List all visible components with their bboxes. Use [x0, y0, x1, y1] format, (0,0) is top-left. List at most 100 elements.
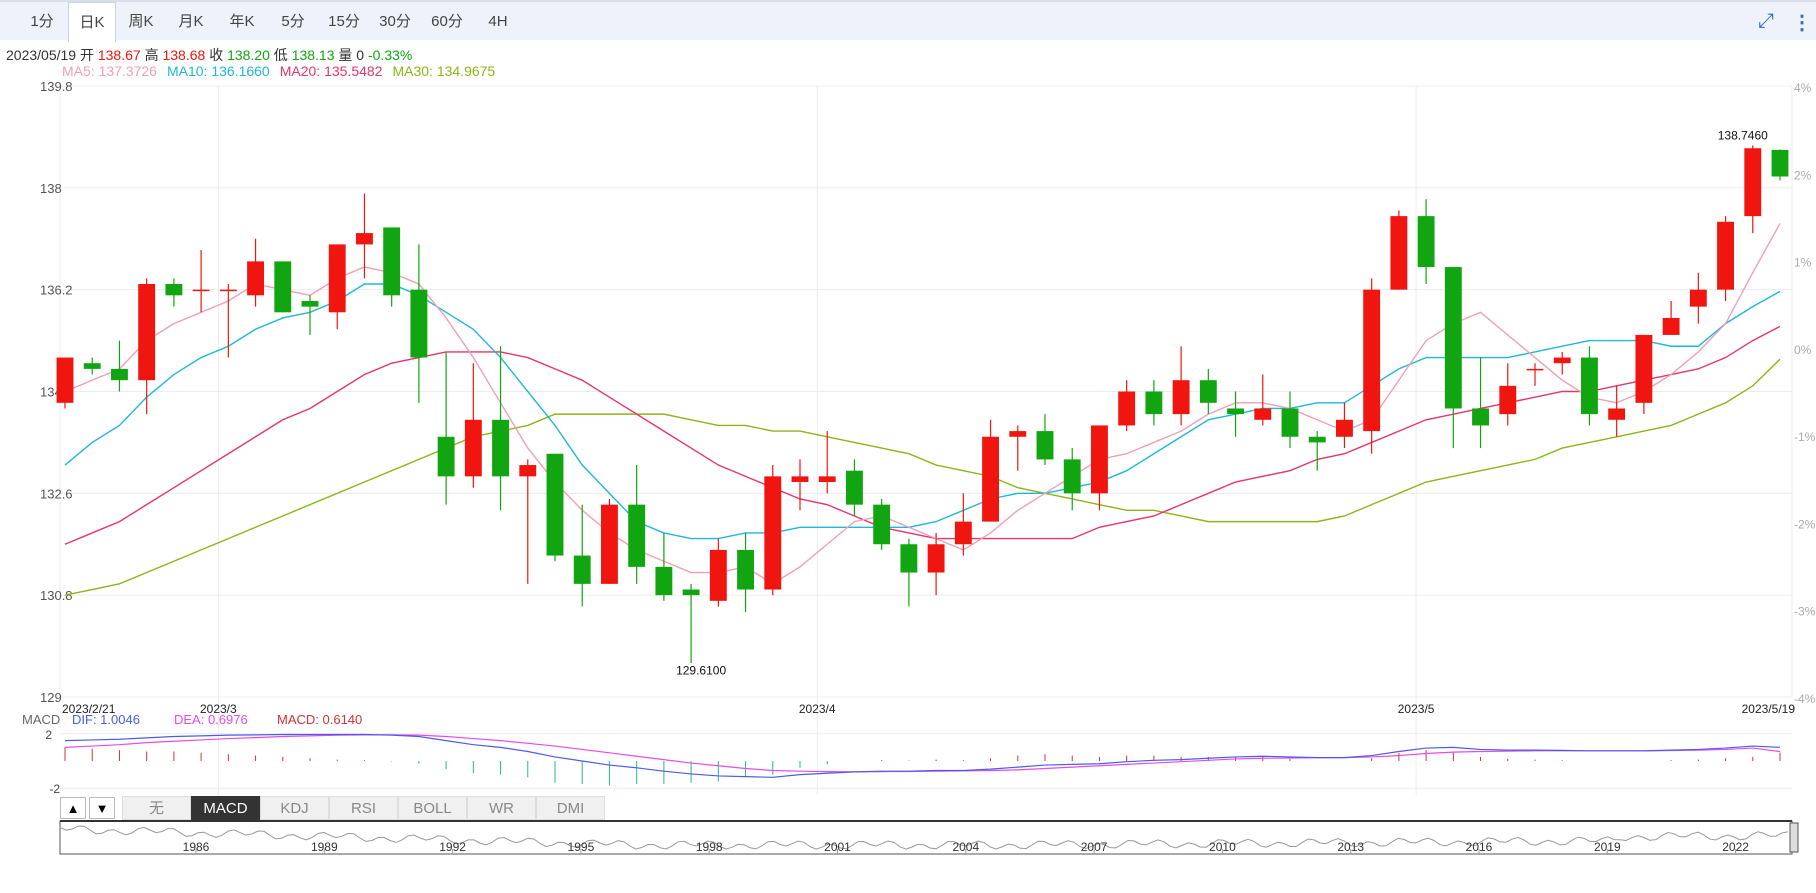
candle-body	[1009, 431, 1027, 437]
candle	[1662, 300, 1680, 335]
period-tab[interactable]: 4H	[488, 13, 508, 30]
candle	[764, 465, 782, 596]
range-year-label: 2016	[1466, 840, 1493, 854]
range-year-label: 2010	[1209, 840, 1236, 854]
candle-body	[301, 300, 319, 307]
candle-body	[1308, 436, 1326, 443]
period-tab[interactable]: 60分	[431, 13, 463, 30]
candle	[1363, 278, 1381, 454]
period-tab[interactable]: 15分	[328, 13, 360, 30]
candle-body	[1472, 408, 1489, 426]
scroll-down-button[interactable]: ▼	[89, 797, 115, 819]
candle-body	[737, 549, 754, 590]
candle	[846, 459, 863, 516]
candle-body	[1199, 380, 1217, 403]
period-tab[interactable]: 月K	[178, 13, 204, 30]
candle	[1118, 380, 1136, 432]
indicator-tab[interactable]: DMI	[536, 796, 605, 820]
candle	[900, 538, 918, 607]
indicator-tab[interactable]: 无	[122, 796, 191, 820]
more-vertical-icon[interactable]: ⋮	[1792, 12, 1812, 34]
range-year-label: 1992	[439, 840, 466, 854]
candle-body	[846, 470, 863, 505]
candle-body	[1444, 267, 1462, 409]
candle	[1635, 334, 1653, 415]
pct-tick-label: -1%	[1794, 430, 1816, 444]
candle	[1608, 385, 1626, 437]
candle-body	[1526, 368, 1544, 371]
range-navigator[interactable]	[59, 820, 1799, 855]
pct-tick-label: -2%	[1794, 517, 1816, 531]
scroll-up-button[interactable]: ▲	[60, 797, 86, 819]
period-tab[interactable]: 年K	[229, 13, 255, 30]
candle	[873, 498, 891, 550]
indicator-tab[interactable]: RSI	[329, 796, 398, 820]
candle	[437, 351, 455, 505]
indicator-tab[interactable]: KDJ	[260, 796, 329, 820]
ma30-line	[64, 358, 1781, 596]
candle-body	[410, 289, 428, 358]
x-tick-label: 2023/3	[200, 702, 237, 716]
high-value: 138.68	[162, 47, 206, 63]
price-tick-label: 129	[40, 690, 62, 705]
candle	[709, 538, 727, 607]
candle	[982, 419, 999, 522]
candle	[628, 465, 646, 584]
candle-body	[1662, 317, 1680, 335]
period-tab[interactable]: 日K	[68, 2, 116, 42]
x-tick-label: 2023/4	[799, 702, 836, 716]
period-tab[interactable]: 1分	[30, 13, 54, 30]
ma10-line	[64, 283, 1781, 540]
macd-legend: MACD: 0.6140	[277, 712, 362, 727]
candle	[1172, 346, 1190, 426]
candle-body	[1608, 408, 1626, 420]
candle	[1199, 368, 1217, 415]
low-annotation: 129.6100	[676, 663, 726, 677]
period-tab[interactable]: 30分	[379, 13, 411, 30]
candle-body	[1091, 425, 1108, 494]
pct-tick-label: 2%	[1794, 168, 1812, 182]
candle	[1581, 346, 1598, 426]
candle-body	[927, 544, 945, 573]
candle-body	[83, 363, 101, 369]
candle-body	[982, 436, 999, 522]
candle	[247, 238, 264, 307]
ma20-line	[64, 325, 1781, 545]
collapse-icon[interactable]: ⤢	[1758, 10, 1774, 32]
open-label: 开	[79, 47, 94, 63]
candle	[1689, 272, 1707, 324]
candle	[1009, 425, 1027, 471]
change-value: -0.33%	[367, 47, 413, 63]
indicator-tab[interactable]: WR	[467, 796, 536, 820]
candle-body	[165, 284, 183, 296]
candle-body	[1390, 216, 1408, 290]
candle-body	[1744, 148, 1762, 217]
range-year-label: 2013	[1337, 840, 1364, 854]
period-tab[interactable]: 周K	[128, 13, 154, 30]
quote-bar: 2023/05/19 开 138.67 高 138.68 收 138.20 低 …	[6, 45, 412, 65]
price-tick-label: 138	[40, 181, 62, 196]
candle-body	[954, 521, 972, 545]
candle-body	[655, 566, 673, 596]
candle	[1390, 210, 1408, 290]
indicator-tab[interactable]: BOLL	[398, 796, 467, 820]
period-tab[interactable]: 5分	[281, 13, 305, 30]
range-year-label: 2004	[952, 840, 979, 854]
range-year-label: 2007	[1081, 840, 1108, 854]
candle-body	[356, 233, 373, 245]
volume-value: 0	[356, 47, 365, 63]
macd-label: MACD	[22, 712, 60, 727]
pct-tick-label: -3%	[1794, 605, 1816, 619]
indicator-tab[interactable]: MACD	[191, 796, 260, 820]
ma-legend-item: MA10: 136.1660	[166, 63, 270, 79]
candle	[165, 278, 183, 307]
candle	[1744, 145, 1762, 234]
candle-body	[192, 289, 210, 292]
candle	[1444, 267, 1462, 449]
candle	[1336, 402, 1353, 449]
candle	[219, 284, 237, 358]
candle-body	[1336, 419, 1353, 437]
macd-tick-label: -2	[49, 782, 60, 796]
period-toolbar: 1分 日K 周K 月K 年K 5分 15分 30分 60分 4H ⤢ ⋮	[0, 0, 1816, 42]
